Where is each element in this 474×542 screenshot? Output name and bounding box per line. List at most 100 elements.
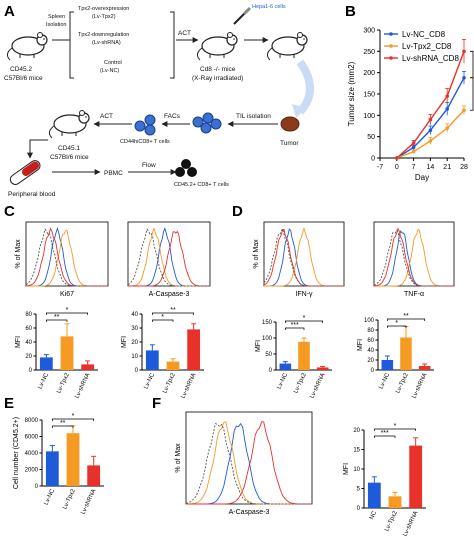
y-tick-label: 20: [25, 354, 32, 360]
y-tick-label: 50: [265, 352, 272, 358]
histogram-frame: [25, 221, 109, 287]
histogram-y-label: % of Max: [175, 443, 182, 473]
y-tick-label: 20: [367, 358, 374, 364]
sig-bracket: [51, 425, 74, 428]
legend-marker: [389, 32, 393, 36]
y-tick-label: 4000: [25, 451, 39, 457]
histogram-line: [26, 229, 108, 287]
bar: [60, 336, 74, 370]
histogram-frame: [127, 221, 211, 287]
y-axis-label: MFI: [15, 336, 22, 348]
y-tick-label: 40: [25, 340, 32, 346]
y-tick-label: 10: [353, 467, 360, 473]
sig-bracket: [51, 418, 95, 421]
data-point: [462, 75, 466, 80]
sorted-cells-icon: [134, 114, 156, 136]
y-tick-label: 150: [363, 92, 375, 99]
category-label: Lv-Tpx2: [293, 372, 308, 395]
x-tick-label: 14: [427, 164, 435, 171]
panel-label-e: E: [4, 395, 14, 412]
histogram-marker-label: Ki67: [60, 291, 74, 298]
data-point: [428, 117, 433, 122]
y-tick-label: 20: [353, 428, 360, 434]
category-label: Lv-NC: [144, 372, 157, 391]
blood-tube-icon: [9, 160, 41, 185]
cd44-label: CD44hiCD8+ T cells: [120, 139, 170, 145]
schematic-a: CD45.2 C57Bl/6 mice Spleen Isolation Tpx…: [4, 4, 314, 198]
y-tick-label: 80: [25, 312, 32, 318]
data-point: [428, 139, 433, 143]
y-tick-label: 60: [367, 338, 374, 344]
y-tick-label: 0: [357, 506, 361, 512]
y-tick-label: 0: [371, 156, 375, 163]
category-label: Lv-shRNA: [74, 372, 91, 399]
category-label: Lv-shRNA: [80, 488, 97, 515]
sig-bracket: [373, 435, 396, 438]
histogram-marker-label: TNF-α: [404, 291, 424, 298]
bar: [388, 496, 402, 508]
histogram-y-label: % of Max: [253, 239, 260, 269]
group-bracket: [69, 11, 74, 79]
y-axis-label: Cell number (CD45.2+): [13, 417, 20, 489]
y-tick-label: 8000: [25, 418, 39, 424]
group-bracket: [170, 11, 175, 79]
y-tick-label: 30: [131, 326, 138, 332]
histogram-line: [263, 227, 344, 287]
sig-label: *: [395, 320, 398, 327]
y-axis-label: MFI: [121, 336, 128, 348]
cd8mice-line2: (X-Ray irradiated): [192, 75, 243, 82]
tumor-icon: [280, 116, 300, 132]
y-tick-label: 0: [135, 368, 139, 374]
bar: [418, 366, 431, 370]
data-point: [411, 145, 416, 150]
y-tick-label: 100: [363, 113, 375, 120]
spleen-line1: Spleen: [48, 14, 65, 20]
sig-bracket: [373, 428, 417, 431]
y-tick-label: 0: [269, 368, 273, 374]
curved-arrow-head: [292, 104, 306, 118]
category-label: Lv-Tpx2: [395, 372, 410, 395]
category-label: Lv-Tpx2: [56, 372, 71, 395]
sig-label: **: [403, 313, 409, 320]
histogram-line: [373, 229, 454, 287]
sig-bracket: [45, 319, 68, 322]
y-tick-label: 2000: [25, 468, 39, 474]
y-tick-label: 0: [29, 368, 33, 374]
group1-line2: (Lv-Tpx2): [92, 14, 116, 20]
sig-label: *: [72, 413, 75, 420]
cell-cluster-icon: [192, 112, 222, 134]
sig-bracket: [470, 50, 474, 79]
histogram-d-ifng: % of Max IFN-γ: [253, 221, 345, 298]
data-point: [428, 128, 433, 133]
sig-bracket: [151, 319, 174, 322]
x-tick-label: 7: [412, 164, 416, 171]
sig-label: *: [303, 315, 306, 322]
sig-label: **: [60, 420, 66, 427]
syringe-icon: [233, 6, 252, 25]
legend-marker: [389, 56, 393, 60]
histogram-marker-label: A-Caspase-3: [149, 291, 190, 298]
histogram-line: [186, 422, 312, 505]
group1-line1: Tpx2-overexpression: [78, 6, 129, 12]
sig-bracket: [151, 312, 195, 315]
bar: [298, 341, 310, 370]
group2-line2: (Lv-shRNA): [92, 40, 121, 46]
group3-line1: Control: [104, 60, 122, 66]
y-tick-label: 40: [131, 312, 138, 318]
bar: [66, 433, 80, 486]
x-tick-label: 28: [460, 164, 468, 171]
mouse-icon: [196, 32, 238, 61]
bar: [409, 445, 423, 508]
cd452-label: CD45.2+ CD8+ T cells: [174, 182, 229, 188]
sig-bracket: [386, 318, 426, 321]
legend-marker: [389, 44, 393, 48]
data-point: [445, 107, 450, 111]
y-tick-label: 200: [363, 70, 375, 77]
y-axis-label: MFI: [343, 463, 350, 475]
histogram-line: [263, 229, 344, 287]
cd8mice-line1: Cd8 -/- mice: [200, 66, 236, 73]
